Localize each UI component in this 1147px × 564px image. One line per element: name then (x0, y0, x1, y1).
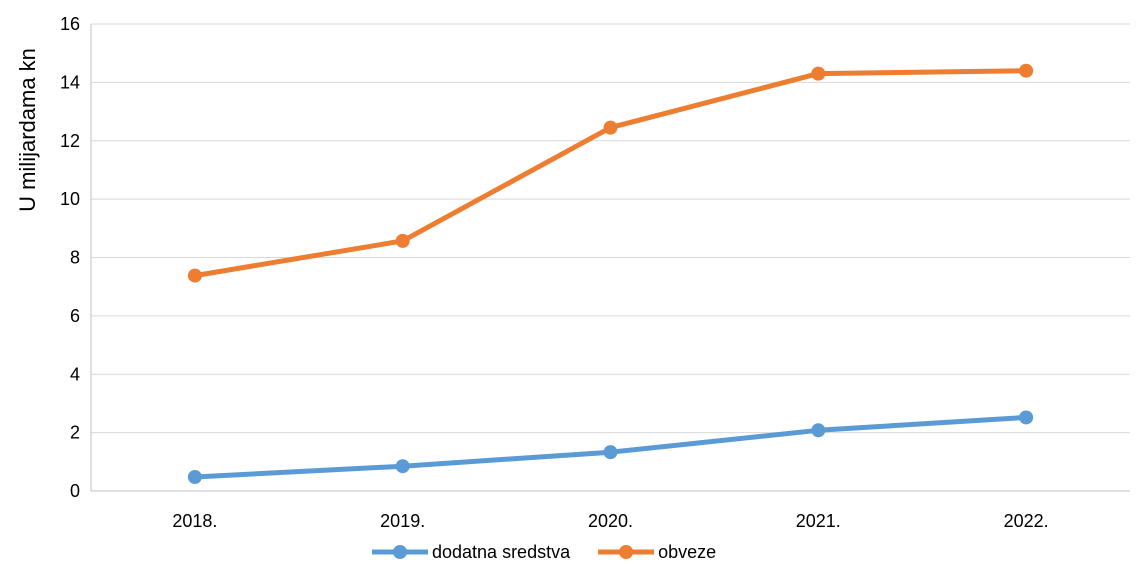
y-tick-label: 0 (70, 481, 80, 501)
y-tick-label: 10 (60, 189, 80, 209)
data-point (395, 459, 410, 474)
x-tick-label: 2021. (796, 511, 841, 531)
axes (90, 24, 1130, 492)
x-tick-label: 2022. (1004, 511, 1049, 531)
series-1 (187, 63, 1034, 283)
x-tick-label: 2020. (588, 511, 633, 531)
y-tick-label: 2 (70, 423, 80, 443)
y-tick-label: 4 (70, 364, 80, 384)
data-point (187, 268, 202, 283)
x-tick-label: 2018. (172, 511, 217, 531)
x-tick-labels: 2018. 2019. 2020. 2021. 2022. (172, 511, 1048, 531)
series-group (187, 63, 1034, 484)
legend-swatch-marker (393, 545, 407, 559)
y-tick-label: 14 (60, 72, 80, 92)
data-point (1019, 410, 1034, 425)
legend-swatch-marker (619, 545, 634, 559)
y-tick-label: 12 (60, 131, 80, 151)
data-point (603, 120, 618, 135)
legend-label: obveze (658, 542, 716, 562)
legend-item: dodatna sredstva (372, 542, 571, 562)
data-point (1019, 63, 1034, 78)
series-line (192, 68, 1029, 279)
series-0 (187, 410, 1034, 484)
data-point (811, 66, 826, 81)
y-tick-label: 16 (60, 14, 80, 34)
legend: dodatna sredstva obveze (372, 542, 716, 562)
data-point (811, 423, 826, 438)
gridlines (91, 23, 1130, 434)
data-point (603, 445, 618, 460)
x-tick-label: 2019. (380, 511, 425, 531)
legend-item: obveze (598, 542, 716, 562)
y-axis-title: U milijardama kn (15, 48, 40, 212)
legend-label: dodatna sredstva (432, 542, 571, 562)
y-tick-label: 8 (70, 248, 80, 268)
y-tick-labels: 0 2 4 6 8 10 12 14 16 (60, 14, 80, 501)
y-tick-label: 6 (70, 306, 80, 326)
data-point (395, 233, 410, 248)
data-point (187, 469, 202, 484)
